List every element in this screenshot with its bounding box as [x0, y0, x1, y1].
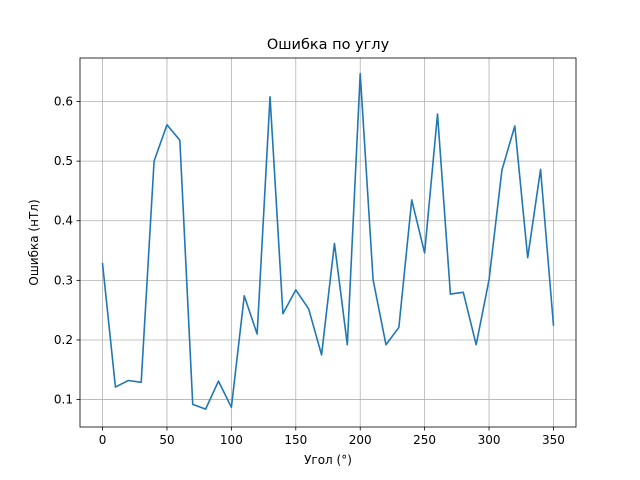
axis-ticks: 0 50 100 150 200 250 300 350 0.1 0.2 0.3 0.4 0.5 0.6: [54, 95, 565, 447]
y-axis-label: Ошибка (нТл): [27, 199, 41, 285]
x-tick-label: 250: [413, 433, 436, 447]
series-layer: [101, 72, 555, 410]
grid: [80, 58, 576, 427]
x-tick-label: 100: [220, 433, 243, 447]
y-tick-label: 0.6: [54, 95, 73, 109]
y-tick-label: 0.1: [54, 393, 73, 407]
x-tick-label: 200: [349, 433, 372, 447]
error-series-line: [101, 72, 555, 410]
x-axis-label: Угол (°): [304, 453, 352, 467]
plot-frame: [79, 57, 577, 428]
x-tick-label: 150: [284, 433, 307, 447]
y-tick-label: 0.3: [54, 273, 73, 287]
y-tick-label: 0.4: [54, 214, 73, 228]
x-tick-label: 350: [542, 433, 565, 447]
y-tick-label: 0.5: [54, 154, 73, 168]
y-tick-label: 0.2: [54, 333, 73, 347]
x-tick-label: 0: [99, 433, 107, 447]
x-tick-label: 300: [478, 433, 501, 447]
x-tick-label: 50: [159, 433, 174, 447]
chart-title: Ошибка по углу: [267, 37, 390, 53]
